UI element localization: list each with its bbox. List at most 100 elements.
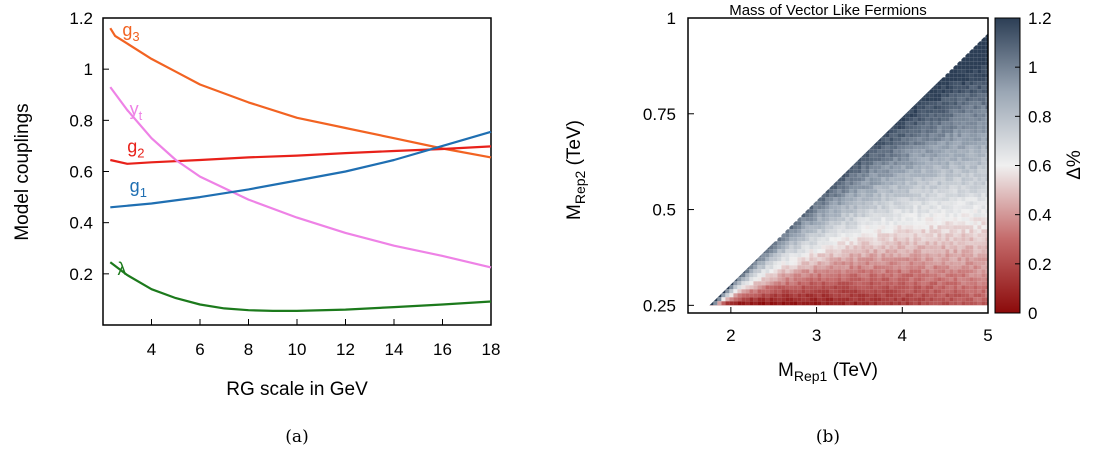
heatmap-cell — [937, 77, 942, 82]
heatmap-cell — [765, 253, 770, 258]
heatmap-cell — [837, 257, 842, 262]
heatmap-cell — [901, 173, 906, 178]
heatmap-cell — [921, 257, 926, 262]
heatmap-cell — [729, 289, 734, 294]
heatmap-cell — [941, 281, 946, 286]
heatmap-cell — [969, 305, 974, 306]
heatmap-cell — [757, 277, 762, 282]
heatmap-cell — [861, 261, 866, 266]
heatmap-cell — [893, 281, 898, 286]
heatmap-cell — [897, 265, 902, 270]
heatmap-cell — [801, 241, 806, 246]
heatmap-cell — [905, 153, 910, 158]
heatmap-cell — [985, 217, 988, 222]
heatmap-cell — [913, 269, 918, 274]
heatmap-cell — [789, 265, 794, 270]
heatmap-cell — [941, 129, 946, 134]
heatmap-cell — [937, 113, 942, 118]
heatmap-cell — [941, 145, 946, 150]
heatmap-cell — [985, 121, 988, 126]
heatmap-cell — [933, 117, 938, 122]
heatmap-cell — [813, 297, 818, 302]
heatmap-cell — [853, 237, 858, 242]
heatmap-cell — [913, 161, 918, 166]
heatmap-cell — [909, 173, 914, 178]
heatmap-cell — [897, 149, 902, 154]
heatmap-cell — [869, 245, 874, 250]
heatmap-cell — [913, 201, 918, 206]
heatmap-cell — [905, 293, 910, 298]
heatmap-cell — [989, 205, 993, 209]
heatmap-cell — [977, 169, 982, 174]
heatmap-cell — [885, 173, 890, 178]
heatmap-cell — [953, 209, 958, 214]
heatmap-cell — [729, 293, 734, 298]
heatmap-cell — [881, 273, 886, 278]
heatmap-cell — [913, 229, 918, 234]
heatmap-cell — [817, 201, 822, 206]
heatmap-cell — [901, 117, 906, 122]
heatmap-cell — [913, 101, 918, 106]
heatmap-cell — [873, 265, 878, 270]
heatmap-cell — [885, 225, 890, 230]
heatmap-cell — [901, 205, 906, 210]
heatmap-cell — [865, 201, 870, 206]
heatmap-cell — [789, 293, 794, 298]
heatmap-cell — [761, 269, 766, 274]
heatmap-cell — [949, 277, 954, 282]
heatmap-cell — [909, 217, 914, 222]
heatmap-cell — [925, 121, 930, 126]
heatmap-cell — [981, 153, 986, 158]
heatmap-cell — [873, 165, 878, 170]
heatmap-cell — [737, 301, 742, 306]
heatmap-cell — [785, 241, 790, 246]
heatmap-cell — [965, 193, 970, 198]
heatmap-cell — [853, 281, 858, 286]
heatmap-cell — [805, 257, 810, 262]
heatmap-cell — [961, 113, 966, 118]
heatmap-cell — [885, 129, 890, 134]
heatmap-cell — [989, 261, 993, 265]
heatmap-cell — [981, 49, 986, 54]
x-tick-label: 16 — [433, 340, 452, 359]
heatmap-cell — [961, 169, 966, 174]
heatmap-cell — [973, 145, 978, 150]
heatmap-cell — [877, 145, 882, 150]
heatmap-cell — [973, 221, 978, 226]
heatmap-cell — [889, 193, 894, 198]
heatmap-cell — [981, 181, 986, 186]
heatmap-cell — [825, 221, 830, 226]
heatmap-cell — [825, 269, 830, 274]
heatmap-cell — [853, 297, 858, 302]
heatmap-cell — [837, 221, 842, 226]
heatmap-cell — [809, 289, 814, 294]
heatmap-cell — [869, 161, 874, 166]
heatmap-cell — [937, 225, 942, 230]
heatmap-cell — [981, 113, 986, 118]
heatmap-cell — [825, 257, 830, 262]
heatmap-cell — [957, 189, 962, 194]
heatmap-cell — [829, 265, 834, 270]
heatmap-cell — [937, 229, 942, 234]
heatmap-cell — [925, 249, 930, 254]
heatmap-cell — [961, 249, 966, 254]
heatmap-cell — [801, 217, 806, 222]
heatmap-cell — [965, 285, 970, 290]
heatmap-cell — [865, 273, 870, 278]
heatmap-cell — [897, 201, 902, 206]
heatmap-cell — [853, 269, 858, 274]
heatmap-cell — [937, 181, 942, 186]
heatmap-cell — [985, 109, 988, 114]
heatmap-cell — [869, 225, 874, 230]
heatmap-cell — [985, 253, 988, 258]
heatmap-cell — [961, 125, 966, 130]
heatmap-cell — [841, 225, 846, 230]
heatmap-cell — [817, 253, 822, 258]
heatmap-cell — [989, 45, 993, 49]
heatmap-cell — [921, 149, 926, 154]
heatmap-cell — [869, 237, 874, 242]
heatmap-cell — [753, 305, 758, 306]
heatmap-cell — [921, 121, 926, 126]
heatmap-cell — [977, 73, 982, 78]
heatmap-cell — [949, 217, 954, 222]
